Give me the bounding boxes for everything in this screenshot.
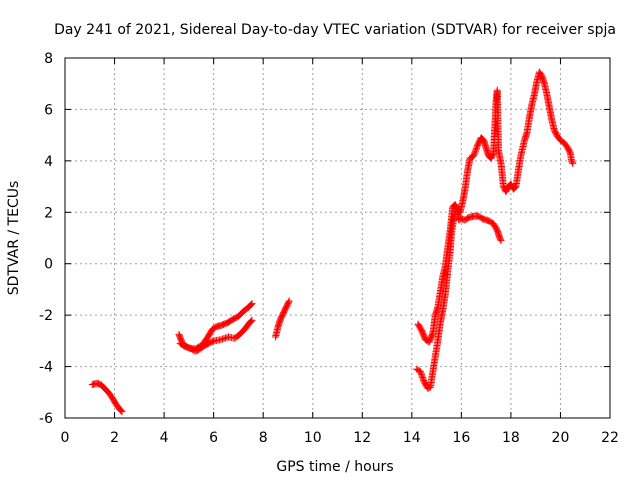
data-point — [117, 407, 125, 415]
y-tick-label: 4 — [44, 154, 53, 170]
x-tick-label: 10 — [304, 430, 322, 446]
data-point — [247, 317, 255, 325]
series-arc1 — [88, 379, 126, 416]
series-arc4 — [272, 297, 293, 341]
data-point — [285, 298, 293, 306]
data-point — [247, 301, 255, 309]
x-tick-label: 4 — [160, 430, 169, 446]
data-point — [496, 235, 504, 243]
data-point — [470, 152, 478, 160]
x-tick-label: 22 — [601, 430, 619, 446]
data-point — [220, 335, 228, 343]
y-tick-label: -6 — [39, 411, 53, 427]
y-tick-label: 8 — [44, 51, 53, 67]
y-tick-label: -4 — [39, 360, 53, 376]
data-point — [470, 150, 478, 158]
x-tick-label: 0 — [61, 430, 70, 446]
x-tick-label: 2 — [110, 430, 119, 446]
chart-title: Day 241 of 2021, Sidereal Day-to-day VTE… — [54, 22, 616, 38]
data-point — [418, 372, 426, 380]
x-tick-label: 8 — [259, 430, 268, 446]
data-point — [472, 146, 480, 154]
data-point — [497, 237, 505, 245]
x-tick-label: 12 — [353, 430, 371, 446]
y-tick-label: 2 — [44, 205, 53, 221]
data-point — [419, 375, 427, 383]
data-point — [248, 316, 256, 324]
data-point — [416, 368, 424, 376]
axis-ticks: 0 2 4 6 8 10 12 14 16 18 20 22 -6 -4 -2 0 2 4 6 8 — [39, 51, 619, 446]
data-point — [217, 336, 225, 344]
data-point — [246, 318, 254, 326]
data-point — [219, 335, 227, 343]
data-point — [471, 149, 479, 157]
series-arc6 — [414, 68, 577, 346]
data-point — [116, 406, 124, 414]
data-point — [419, 374, 427, 382]
data-point — [418, 371, 426, 379]
data-point — [472, 144, 480, 152]
data-point — [285, 297, 293, 305]
y-tick-label: 6 — [44, 102, 53, 118]
plot-frame — [64, 57, 611, 419]
data-point — [222, 334, 230, 342]
x-tick-label: 14 — [403, 430, 421, 446]
x-tick-label: 16 — [452, 430, 470, 446]
data-point — [568, 158, 576, 166]
y-axis-label: SDTVAR / TECUs — [6, 181, 22, 296]
x-tick-label: 20 — [552, 430, 570, 446]
x-tick-label: 18 — [502, 430, 520, 446]
series-arc3 — [176, 300, 256, 353]
x-axis-label: GPS time / hours — [276, 459, 393, 475]
data-layer — [88, 68, 577, 416]
grid — [65, 58, 610, 418]
data-point — [118, 408, 126, 416]
y-tick-label: -2 — [39, 308, 53, 324]
data-point — [248, 300, 256, 308]
data-point — [471, 147, 479, 155]
data-point — [569, 159, 577, 167]
y-tick-label: 0 — [44, 257, 53, 273]
data-point — [417, 369, 425, 377]
x-tick-label: 6 — [209, 430, 218, 446]
